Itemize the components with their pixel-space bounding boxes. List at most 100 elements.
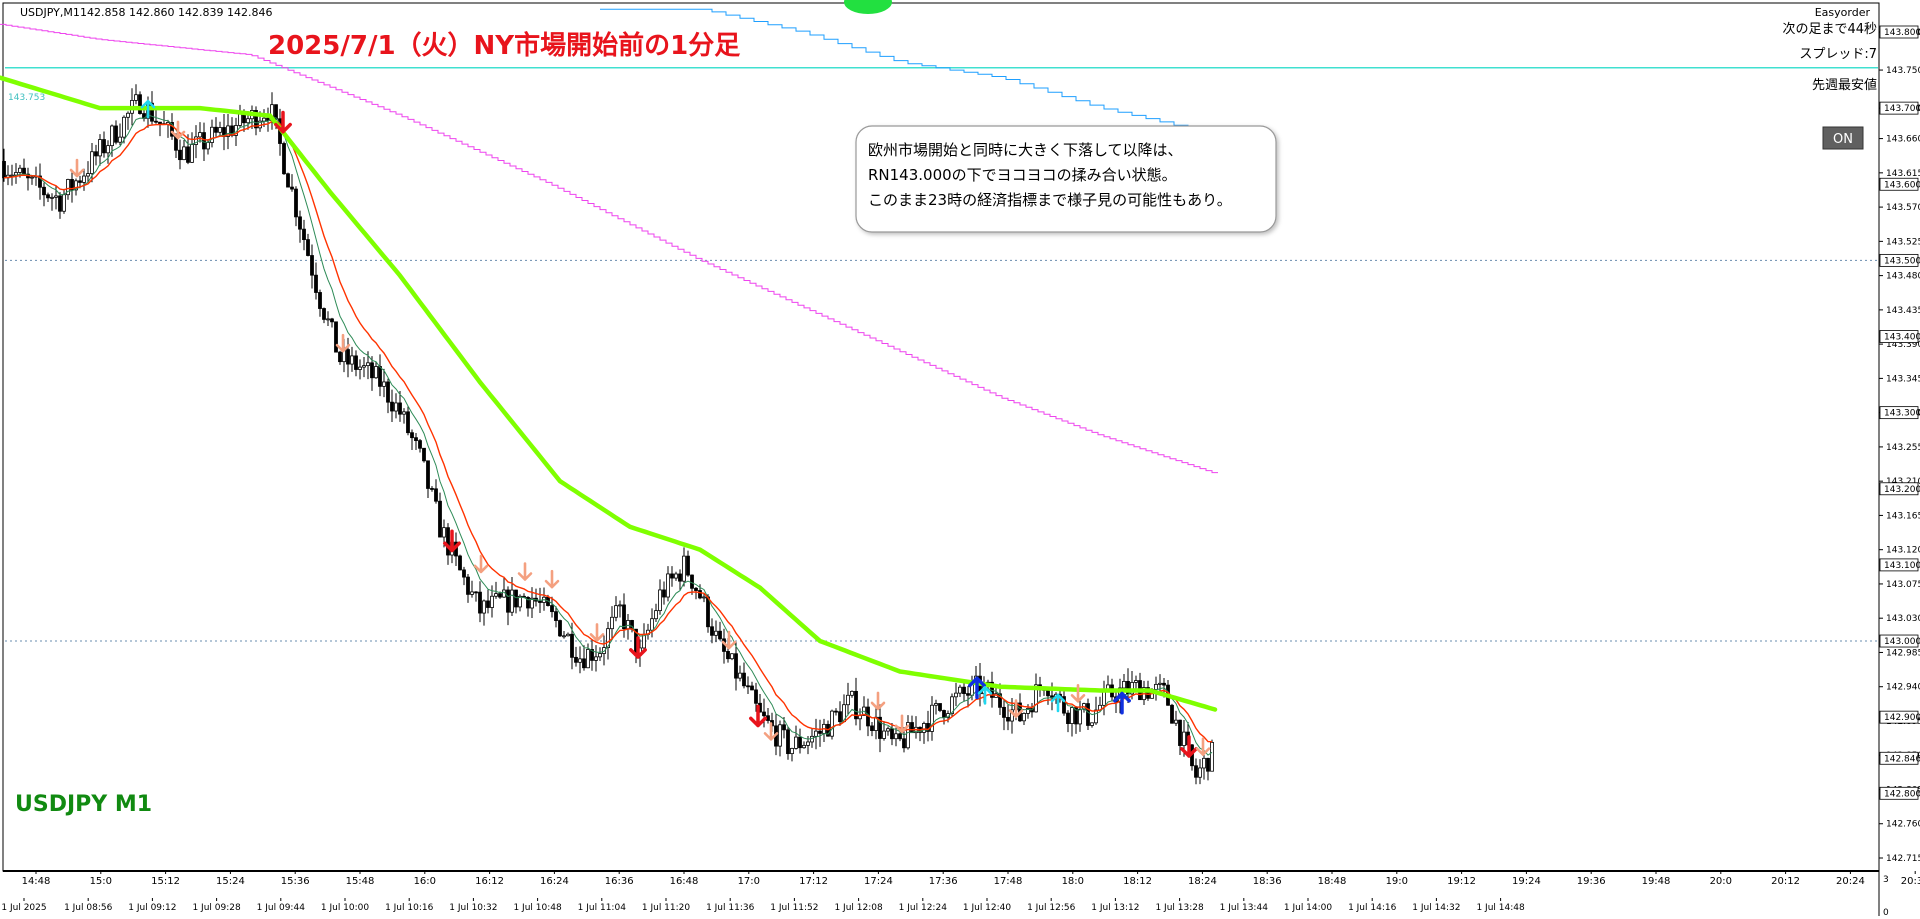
candle-body [682,555,686,582]
candle-body [1158,682,1162,685]
time-label-top: 16:0 [414,876,436,887]
candle-body [802,744,806,749]
price-box [1879,406,1919,420]
prev-week-low-value: 143.753 [8,93,45,103]
signal-arrow-down [763,722,779,741]
price-box [1879,786,1919,800]
candle-body [494,593,498,597]
time-label-top: 17:12 [799,876,828,887]
candle-body [390,401,394,412]
candle-body [334,321,338,353]
candle-body [30,176,34,179]
signal-arrow-down [1180,735,1198,758]
time-label-bottom: 1 Jul 13:44 [1220,903,1269,913]
candle-body [678,573,682,582]
candle-body [618,604,622,607]
candle-body [762,711,766,717]
candle-body [794,736,798,749]
signal-arrow-down [870,691,886,711]
signal-arrow-up [140,99,156,119]
price-box-label: 142.900 [1884,713,1920,723]
candle-body [346,349,350,365]
time-label-top: 15:48 [346,876,375,887]
candle-body [746,685,750,688]
candle-body [934,703,938,706]
time-label-top: 20:24 [1836,876,1865,887]
candle-body [402,411,406,415]
price-tick-label: 143.345 [1886,374,1920,384]
candle-body [786,729,790,755]
time-label-top: 17:24 [864,876,893,887]
candle-body [530,597,534,609]
candle-body [670,573,674,579]
candle-body [438,500,442,538]
symbol-label: USDJPY,M1 [20,6,80,19]
candle-body [78,180,82,183]
candle-body [386,381,390,403]
time-label-bottom: 1 Jul 12:24 [899,903,948,913]
signal-arrow-down [274,110,292,134]
candle-body [154,120,158,123]
price-tick-label: 142.760 [1886,820,1920,830]
candle-body [518,595,522,608]
price-tick-label: 142.715 [1886,854,1920,864]
candle-body [282,143,286,175]
signal-arrows [69,99,1211,758]
time-label-bottom: 1 Jul 08:56 [64,903,113,913]
price-box [1879,25,1919,39]
candle-body [658,589,662,612]
candle-body [1182,731,1186,746]
candle-body [150,102,154,122]
price-box [1879,177,1919,191]
price-box-label: 143.000 [1884,637,1920,647]
time-label-top: 16:12 [475,876,504,887]
candle-body [742,672,746,687]
time-label-bottom: 1 Jul 09:12 [128,903,176,913]
price-axis: 143.800 143.750 143.700 143.660 143.615 143.5… [1879,25,1920,864]
price-box [1879,710,1919,724]
candle-body [698,590,702,599]
candle-body [398,402,402,415]
price-tick-label: 143.525 [1886,237,1920,247]
candle-body [890,728,894,740]
candle-body [838,711,842,723]
candle-body [114,125,118,143]
candle-body [194,136,198,145]
candle-body [1034,684,1038,713]
price-box-label: 143.500 [1884,256,1920,266]
time-label-top: 19:48 [1642,876,1671,887]
signal-arrow-down [1070,684,1086,703]
candle-body [834,710,838,713]
time-label-top: 17:36 [929,876,958,887]
candle-body [574,656,578,663]
time-label-bottom: 1 Jul 10:00 [321,903,370,913]
price-tick-label: 143.210 [1886,477,1920,487]
candle-body [46,194,50,199]
candle-body [1078,708,1082,725]
time-label-bottom: 1 Jul 11:52 [770,903,818,913]
candle-body [514,589,518,608]
time-label-bottom: 1 Jul 13:12 [1091,903,1139,913]
time-label-top: 18:36 [1253,876,1282,887]
candle-body [870,725,874,731]
price-box-label: 142.846 [1884,754,1920,764]
price-box [1879,634,1919,648]
signal-arrow-down [443,529,461,553]
candle-body [186,146,190,163]
candle-body [662,589,666,598]
candle-body [294,188,298,218]
moving-averages [0,75,1218,756]
candle-body [118,136,122,143]
candle-body [378,366,382,387]
candle-body [1174,719,1178,724]
candle-body [478,591,482,614]
note-line-3: このまま23時の経済指標まで様子見の可能性もあり。 [868,191,1232,209]
candle-body [706,596,710,628]
candle-body [570,633,574,658]
candle-body [138,94,142,114]
time-label-bottom: 1 Jul 11:04 [578,903,627,913]
on-button[interactable]: ON [1822,126,1864,150]
signal-arrow-down [517,562,533,581]
candle-body [54,195,58,198]
